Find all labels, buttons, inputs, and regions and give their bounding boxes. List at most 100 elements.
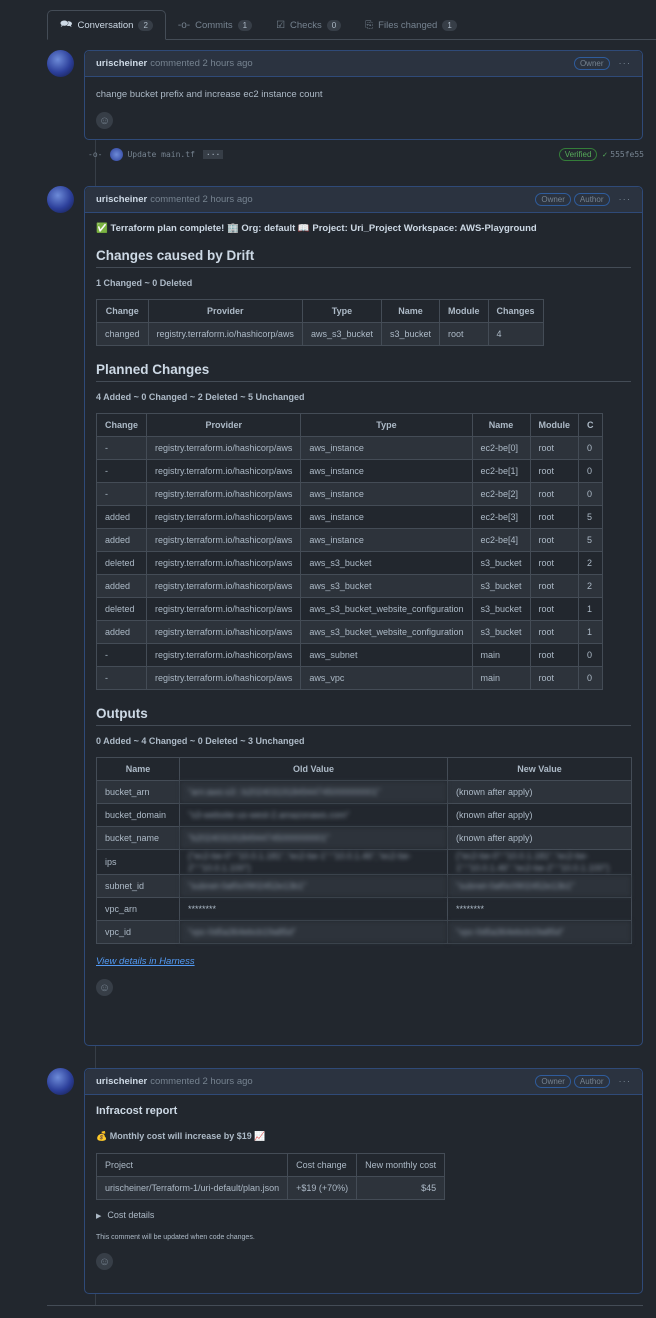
table-cell: registry.terraform.io/hashicorp/aws [146, 459, 302, 483]
table-row: changed registry.terraform.io/hashicorp/a… [96, 322, 544, 346]
cost-details-toggle[interactable]: ▶ Cost details [96, 1210, 631, 1220]
table-row: urischeiner/Terraform-1/uri-default/plan… [95, 1176, 446, 1200]
table-cell: subnet_id [96, 874, 180, 898]
column-header: C [578, 413, 603, 437]
table-cell: 1 [578, 597, 603, 621]
table-cell: ec2-be[2] [471, 482, 531, 506]
table-cell: - [96, 643, 148, 667]
table-cell: root [529, 505, 580, 529]
column-header: Project [95, 1153, 289, 1177]
more-options-icon[interactable]: ··· [618, 58, 631, 69]
table-cell: "subnet-0af0c0902452e13b1" [447, 874, 632, 898]
more-options-icon[interactable]: ··· [618, 1076, 631, 1087]
more-options-icon[interactable]: ··· [618, 194, 631, 205]
timestamp[interactable]: commented 2 hours ago [150, 194, 253, 205]
table-cell: {"ec2-be-0":"10.0.1.181","ec2-be-1":"10.… [447, 849, 632, 875]
table-cell: registry.terraform.io/hashicorp/aws [146, 551, 302, 575]
table-cell: main [471, 666, 531, 690]
cost-table: Project Cost change New monthly cost urisch… [95, 1153, 446, 1200]
column-header: Module [439, 299, 489, 323]
add-reaction-icon[interactable]: ☺ [96, 1253, 113, 1270]
table-cell: 0 [578, 666, 603, 690]
table-cell: registry.terraform.io/hashicorp/aws [146, 528, 302, 552]
table-cell: root [529, 666, 580, 690]
commit-message[interactable]: Update main.tf [127, 149, 195, 159]
table-cell: urischeiner/Terraform-1/uri-default/plan… [95, 1176, 289, 1200]
table-cell: added [96, 620, 148, 644]
drift-summary: 1 Changed ~ 0 Deleted [96, 278, 193, 288]
planned-heading: Planned Changes [96, 362, 631, 382]
table-cell: registry.terraform.io/hashicorp/aws [146, 643, 302, 667]
comment-2: urischeiner commented 2 hours ago Owner … [84, 186, 643, 1046]
header-row: Name Old Value New Value [96, 757, 632, 781]
table-row: added registry.terraform.io/hashicorp/aws… [96, 620, 603, 644]
table-cell: ec2-be[1] [471, 459, 531, 483]
tab-files-changed[interactable]: ⎘ Files changed 1 [353, 10, 469, 40]
column-header: Module [529, 413, 580, 437]
author[interactable]: urischeiner [96, 194, 148, 205]
table-cell: 5 [578, 528, 603, 552]
table-cell: $45 [356, 1176, 446, 1200]
comment-header: urischeiner commented 2 hours ago Owner … [85, 187, 642, 213]
commit-event: -o- Update main.tf ··· Verified ✓ 555fe5… [88, 146, 644, 162]
tab-checks[interactable]: ☑ Checks 0 [264, 10, 353, 40]
table-cell: aws_s3_bucket [300, 551, 473, 575]
add-reaction-icon[interactable]: ☺ [96, 112, 113, 129]
expand-commit-button[interactable]: ··· [202, 149, 224, 159]
table-cell: aws_s3_bucket [301, 322, 382, 346]
column-header: Cost change [287, 1153, 358, 1177]
avatar[interactable] [110, 147, 124, 161]
table-cell: root [439, 322, 489, 346]
avatar[interactable] [47, 50, 74, 77]
timestamp[interactable]: commented 2 hours ago [150, 1076, 253, 1087]
table-cell: (known after apply) [447, 780, 632, 804]
avatar[interactable] [47, 1068, 74, 1095]
column-header: Name [471, 413, 531, 437]
table-row: bucket_arn "arn:aws:s3:::b202403191849447… [96, 780, 632, 804]
planned-table: Change Provider Type Name Module C - registry.t… [96, 413, 603, 690]
table-cell: "vpc-0d5a364ebcb19a85d" [447, 920, 632, 944]
git-commit-icon: -o- [177, 19, 191, 31]
harness-link[interactable]: View details in Harness [96, 956, 195, 967]
table-cell: "s3-website-us-west-2.amazonaws.com" [179, 803, 448, 827]
table-cell: s3_bucket [471, 597, 531, 621]
triangle-right-icon: ▶ [96, 1213, 102, 1220]
owner-badge: Owner [535, 193, 571, 206]
add-reaction-icon[interactable]: ☺ [96, 979, 113, 996]
table-cell: aws_s3_bucket_website_configuration [300, 620, 473, 644]
tab-conversation[interactable]: 🗪 Conversation 2 [47, 10, 166, 40]
planned-table-scroll[interactable]: Change Provider Type Name Module C - registry.t… [96, 413, 631, 690]
table-cell: 0 [578, 482, 603, 506]
table-cell: s3_bucket [471, 574, 531, 598]
timestamp[interactable]: commented 2 hours ago [150, 58, 253, 69]
comment-discussion-icon: 🗪 [60, 18, 73, 30]
table-cell: root [529, 436, 580, 460]
table-cell: aws_instance [300, 436, 473, 460]
table-cell: (known after apply) [447, 803, 632, 827]
verified-badge[interactable]: Verified [558, 147, 598, 161]
avatar[interactable] [47, 186, 74, 213]
tab-count: 1 [237, 19, 253, 31]
table-cell: root [529, 459, 580, 483]
cost-details-label: Cost details [107, 1210, 155, 1220]
column-header: Type [301, 299, 382, 323]
table-cell: 1 [578, 620, 603, 644]
column-header: Changes [487, 299, 544, 323]
table-cell: aws_instance [300, 505, 473, 529]
tab-commits[interactable]: -o- Commits 1 [166, 10, 264, 40]
column-header: New monthly cost [356, 1153, 446, 1177]
table-cell: ******** [447, 897, 632, 921]
table-cell: ec2-be[4] [471, 528, 531, 552]
author[interactable]: urischeiner [96, 58, 148, 69]
table-cell: root [529, 528, 580, 552]
column-header: Provider [146, 413, 302, 437]
table-cell: 5 [578, 505, 603, 529]
table-cell: aws_instance [300, 528, 473, 552]
table-cell: - [96, 482, 148, 506]
commit-sha[interactable]: 555fe55 [610, 149, 644, 159]
table-cell: root [529, 643, 580, 667]
table-cell: registry.terraform.io/hashicorp/aws [146, 574, 302, 598]
author[interactable]: urischeiner [96, 1076, 148, 1087]
file-diff-icon: ⎘ [365, 19, 374, 31]
table-cell: - [96, 666, 148, 690]
